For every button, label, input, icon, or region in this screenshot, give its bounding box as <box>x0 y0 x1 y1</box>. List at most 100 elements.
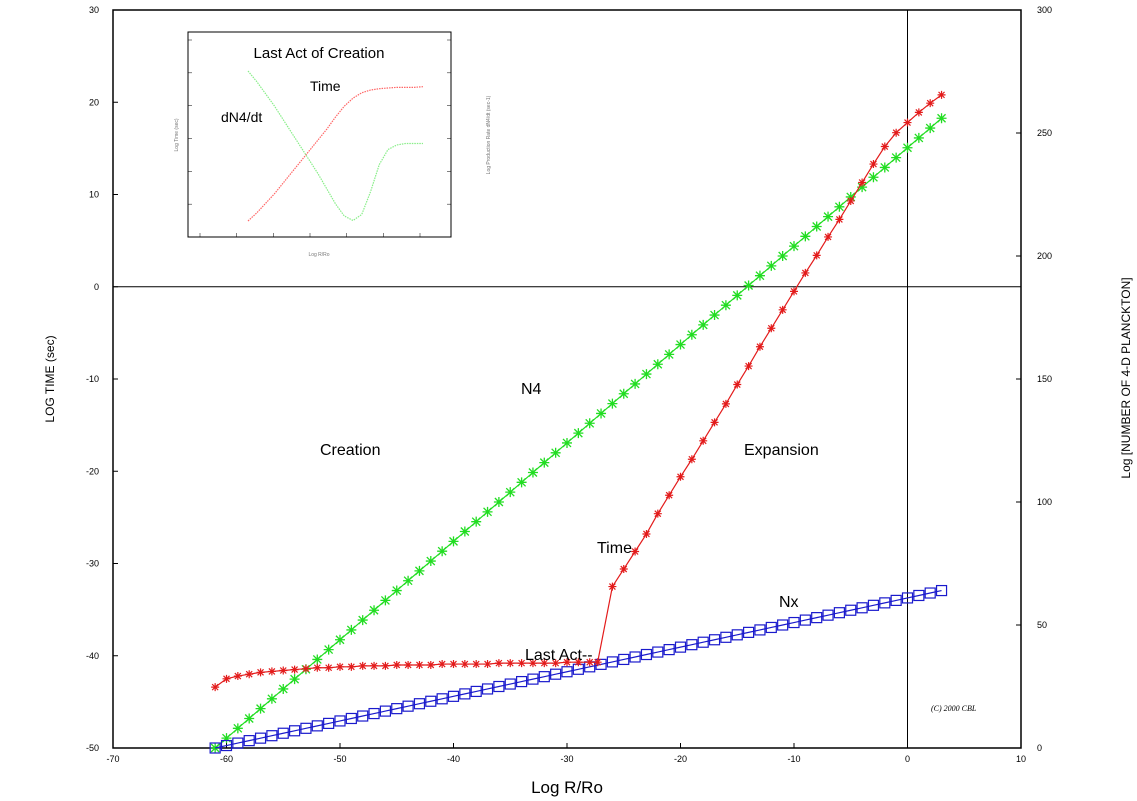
inset-series-line <box>247 70 423 222</box>
data-point <box>562 437 572 448</box>
data-point <box>402 700 414 712</box>
data-point <box>856 602 868 614</box>
data-point <box>483 660 492 669</box>
y2-tick-label: 200 <box>1037 251 1052 261</box>
data-point <box>379 705 391 717</box>
data-point <box>369 605 380 616</box>
data-point <box>607 398 618 409</box>
y-tick-label: 20 <box>89 97 99 107</box>
data-point <box>653 509 662 518</box>
data-point <box>618 388 629 399</box>
data-point <box>506 659 515 668</box>
data-point <box>266 693 277 704</box>
inset-rate-label: dN4/dt <box>221 109 262 125</box>
y-tick-label: -20 <box>86 466 99 476</box>
data-point <box>867 599 880 611</box>
data-point <box>902 142 913 153</box>
data-point <box>551 659 560 668</box>
data-point <box>447 690 460 702</box>
data-point <box>209 742 221 754</box>
data-point <box>892 128 901 137</box>
data-point <box>254 732 267 744</box>
y2-tick-label: 100 <box>1037 497 1052 507</box>
data-point <box>211 683 220 692</box>
data-point <box>312 654 323 665</box>
data-point <box>323 717 335 730</box>
data-point <box>585 658 594 667</box>
data-point <box>880 142 889 151</box>
data-point <box>596 408 607 419</box>
inset-x-label: Log R/Ro <box>308 252 329 258</box>
data-point <box>335 634 345 645</box>
data-point <box>801 268 810 277</box>
y2-tick-label: 250 <box>1037 128 1052 138</box>
y-tick-label: 0 <box>94 282 99 292</box>
data-point <box>301 664 310 673</box>
data-point <box>437 546 448 557</box>
expansion-annotation: Expansion <box>744 442 819 459</box>
data-point <box>788 616 800 629</box>
data-point <box>459 526 470 537</box>
data-point <box>708 634 721 646</box>
data-point <box>334 715 346 727</box>
data-point <box>470 685 482 698</box>
data-point <box>459 688 471 700</box>
series-line <box>215 589 942 749</box>
data-point <box>563 658 571 667</box>
y2-axis-title: Log [NUMBER OF 4-D PLANCKTON] <box>1119 277 1133 478</box>
data-point <box>631 547 640 556</box>
data-point <box>550 447 561 458</box>
data-point <box>494 659 503 668</box>
data-point <box>868 172 879 183</box>
data-point <box>584 418 595 429</box>
data-point <box>528 659 537 668</box>
series-time <box>211 90 946 692</box>
data-point <box>561 666 573 678</box>
data-point <box>438 660 447 669</box>
data-point <box>869 160 878 169</box>
data-point <box>640 648 653 661</box>
data-point <box>755 342 764 351</box>
data-point <box>493 680 505 693</box>
data-point <box>903 118 912 127</box>
data-point <box>754 270 765 281</box>
data-point <box>857 182 868 193</box>
data-point <box>516 477 527 488</box>
data-point <box>448 536 459 547</box>
data-point <box>799 614 811 626</box>
data-point <box>767 324 776 333</box>
data-point <box>267 667 276 676</box>
last-act-annotation: Last Act-- <box>525 647 593 664</box>
data-point <box>232 723 243 734</box>
data-point <box>504 678 516 690</box>
data-point <box>664 349 675 360</box>
data-point <box>380 595 391 606</box>
data-point <box>789 241 799 252</box>
inset-y2-label: Log Production Rate dN4/dt (sec-1) <box>486 95 492 174</box>
data-point <box>244 713 255 724</box>
data-point <box>822 609 834 621</box>
data-point <box>313 663 322 672</box>
y-tick-label: -40 <box>86 651 99 661</box>
data-point <box>790 287 798 296</box>
data-point <box>606 656 619 668</box>
data-point <box>527 673 539 685</box>
y-axis-title: LOG TIME (sec) <box>43 335 57 422</box>
data-point <box>277 727 289 739</box>
y2-tick-label: 300 <box>1037 5 1052 15</box>
data-point <box>368 707 380 720</box>
data-point <box>834 201 845 212</box>
time-annotation: Time <box>597 540 632 557</box>
data-point <box>879 597 891 609</box>
data-point <box>742 626 755 638</box>
copyright-note: (C) 2000 CBL <box>931 704 977 713</box>
inset-ticks <box>188 39 451 238</box>
data-point <box>517 659 526 668</box>
inset-series-rate <box>247 70 423 222</box>
data-point <box>221 733 232 744</box>
data-point <box>858 178 867 187</box>
data-point <box>426 660 435 669</box>
data-point <box>663 643 675 656</box>
inset-series-time <box>247 86 424 222</box>
data-point <box>413 698 426 710</box>
